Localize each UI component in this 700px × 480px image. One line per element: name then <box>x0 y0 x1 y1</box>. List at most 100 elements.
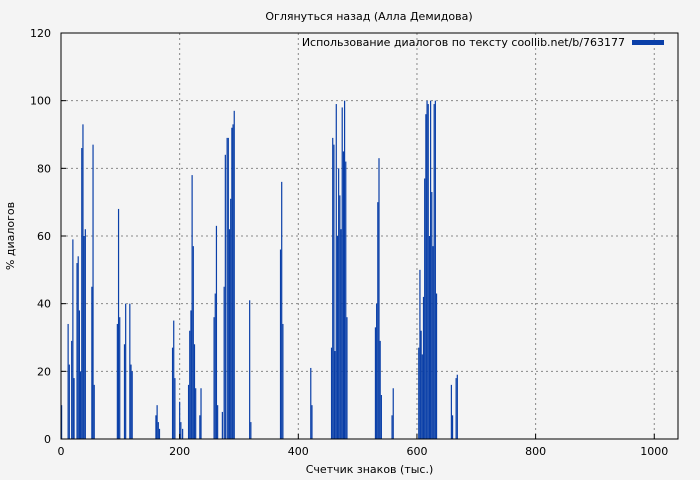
data-bar <box>456 374 458 439</box>
data-bar <box>171 347 174 439</box>
data-bar <box>157 422 159 439</box>
data-bar <box>282 323 284 439</box>
data-bar <box>333 144 335 439</box>
y-tick-label: 0 <box>44 433 51 446</box>
data-bar <box>250 422 252 439</box>
data-bar <box>61 405 63 439</box>
y-tick-label: 20 <box>37 365 51 378</box>
data-bar <box>77 256 79 439</box>
y-axis-label: % диалогов <box>4 202 17 270</box>
data-bar <box>130 364 132 439</box>
data-bar <box>420 330 422 439</box>
y-tick-label: 80 <box>37 162 51 175</box>
data-bar <box>392 388 394 439</box>
data-bar <box>213 317 215 439</box>
data-bar <box>226 137 228 439</box>
data-bar <box>374 327 377 439</box>
data-bar <box>378 158 380 439</box>
data-bar <box>455 378 457 439</box>
data-bar <box>230 198 232 439</box>
legend-swatch <box>632 40 664 45</box>
data-bar <box>435 293 438 439</box>
data-bar <box>174 378 176 439</box>
data-bar <box>425 114 427 439</box>
data-bar <box>341 107 343 439</box>
data-bar <box>379 340 381 439</box>
x-tick-label: 400 <box>288 445 309 458</box>
data-bar <box>83 236 85 439</box>
x-tick-label: 600 <box>406 445 427 458</box>
data-bar <box>79 371 82 439</box>
data-bar <box>217 405 219 439</box>
y-tick-label: 60 <box>37 230 51 243</box>
data-bar <box>195 388 197 439</box>
data-bar <box>73 378 75 439</box>
data-bar <box>117 208 120 439</box>
data-bar <box>199 415 201 439</box>
data-bar <box>215 225 218 439</box>
data-bar <box>335 104 337 440</box>
data-bar <box>346 317 348 439</box>
data-bar <box>450 384 452 439</box>
data-bar <box>340 229 342 439</box>
data-bar <box>191 175 193 439</box>
chart-title: Оглянуться назад (Алла Демидова) <box>265 10 472 23</box>
data-bar <box>155 415 157 439</box>
plot-area <box>61 33 678 439</box>
y-tick-label: 120 <box>30 27 51 40</box>
data-bar <box>380 395 382 439</box>
data-bar <box>84 229 86 439</box>
legend-label: Использование диалогов по тексту coollib… <box>302 36 625 49</box>
bars <box>61 100 458 440</box>
data-bar <box>67 323 69 439</box>
data-bar <box>158 428 161 439</box>
data-bar <box>427 104 429 440</box>
data-bar <box>123 344 126 439</box>
data-bar <box>338 168 340 440</box>
data-bar <box>343 100 346 440</box>
data-bar <box>431 192 433 439</box>
x-axis-label: Счетчик знаков (тыс.) <box>306 463 434 476</box>
data-bar <box>68 364 70 439</box>
data-bar <box>279 249 282 439</box>
data-bar <box>227 137 229 439</box>
data-bar <box>125 303 127 439</box>
data-bar <box>190 310 192 439</box>
data-bar <box>223 286 225 439</box>
data-bar <box>310 367 312 439</box>
y-axis-ticks: 0 20 40 60 80 100 120 <box>30 27 66 446</box>
data-bar <box>451 415 454 439</box>
data-bar <box>428 236 431 439</box>
data-bar <box>418 347 420 439</box>
data-bar <box>221 411 223 439</box>
y-tick-label: 40 <box>37 298 51 311</box>
data-bar <box>434 100 436 440</box>
data-bar <box>422 296 425 439</box>
data-bar <box>433 104 435 440</box>
data-bar <box>72 239 74 439</box>
data-bar <box>129 303 131 439</box>
x-tick-label: 200 <box>169 445 190 458</box>
data-bar <box>330 347 333 439</box>
data-bar <box>180 422 182 439</box>
data-bar <box>91 286 93 439</box>
data-bar <box>424 178 426 439</box>
data-bar <box>421 354 423 439</box>
data-bar <box>187 384 190 439</box>
data-bar <box>334 351 336 439</box>
data-bar <box>71 340 73 439</box>
data-bar <box>179 401 181 439</box>
data-bar <box>377 202 379 439</box>
data-bar <box>76 263 78 439</box>
data-bar <box>376 303 378 439</box>
data-bar <box>119 317 121 439</box>
data-bar <box>345 161 347 440</box>
data-bar <box>231 127 233 439</box>
data-bar <box>332 137 334 439</box>
data-bar <box>182 428 184 439</box>
data-bar <box>249 300 251 439</box>
data-bar <box>189 330 191 439</box>
data-bar <box>200 388 202 439</box>
data-bar <box>93 384 95 439</box>
